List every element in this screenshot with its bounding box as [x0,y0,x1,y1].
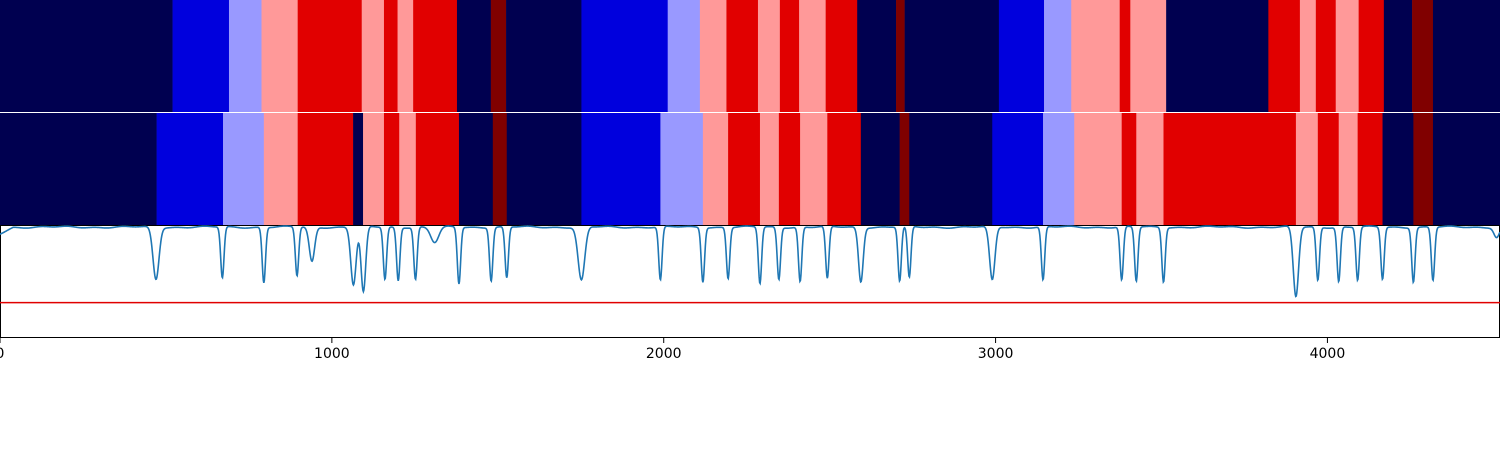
heatmap-segment [1357,113,1383,225]
heatmap-segment [992,113,1044,225]
line-panel [0,225,1500,338]
heatmap-segment [581,0,668,112]
heatmap-segment [904,0,1000,112]
heatmap-segment [223,113,265,225]
heatmap-segment [909,113,993,225]
heatmap-segment [490,0,507,112]
heatmap-segment [1163,113,1297,225]
heatmap-segment [757,0,781,112]
heatmap-segment [297,113,354,225]
heatmap-segment [825,0,858,112]
heatmap-segment [1315,0,1337,112]
signal-line [0,225,1500,298]
heatmap-segment [1432,113,1500,225]
heatmap-segment [353,113,364,225]
heatmap-segment [397,0,414,112]
heatmap-segment [1074,113,1122,225]
heatmap-segment [261,0,298,112]
heatmap-segment [363,113,385,225]
x-tick-label: 2000 [646,346,682,362]
heatmap-segment [1130,0,1167,112]
heatmap-segment [1412,0,1434,112]
line-panel-frame [0,225,1500,338]
heatmap-segment [228,0,262,112]
heatmap-segment [156,113,224,225]
heatmap-segment [399,113,417,225]
heatmap-segment [800,113,828,225]
heatmap-segment [667,0,701,112]
heatmap-segment [1119,0,1131,112]
heatmap-track-1 [0,0,1500,112]
heatmap-segment [297,0,363,112]
heatmap-segment [1295,113,1319,225]
heatmap-track-2 [0,113,1500,225]
heatmap-segment [699,0,727,112]
heatmap-segment [1382,113,1414,225]
heatmap-segment [799,0,826,112]
heatmap-segment [456,0,492,112]
heatmap-segment [998,0,1045,112]
heatmap-segment [492,113,508,225]
heatmap-segment [660,113,704,225]
heatmap-segment [1299,0,1317,112]
heatmap-segment [361,0,385,112]
heatmap-segment [1358,0,1385,112]
heatmap-segment [1413,113,1434,225]
heatmap-segment [383,113,400,225]
heatmap-segment [1121,113,1137,225]
heatmap-segment [506,113,582,225]
heatmap-segment [1268,0,1301,112]
heatmap-segment [413,0,458,112]
heatmap-segment [0,0,173,112]
heatmap-segment [896,0,905,112]
x-tick-label: 0 [0,346,4,362]
x-tick-label: 1000 [314,346,350,362]
heatmap-segment [1071,0,1120,112]
heatmap-segment [726,0,759,112]
heatmap-segment [728,113,761,225]
heatmap-segment [1432,0,1500,112]
heatmap-segment [506,0,582,112]
heatmap-segment [383,0,398,112]
heatmap-segment [1317,113,1340,225]
heatmap-segment [415,113,460,225]
heatmap-segment [827,113,862,225]
heatmap-segment [860,113,900,225]
heatmap-segment [759,113,780,225]
heatmap-segment [1044,0,1072,112]
heatmap-segment [1043,113,1075,225]
heatmap-segment [779,0,800,112]
heatmap-segment [172,0,230,112]
x-tick-label: 3000 [978,346,1014,362]
heatmap-segment [263,113,298,225]
heatmap-segment [1338,113,1358,225]
heatmap-segment [702,113,729,225]
heatmap-segment [1335,0,1359,112]
heatmap-segment [857,0,897,112]
heatmap-segment [1166,0,1269,112]
heatmap-segment [1383,0,1413,112]
heatmap-segment [778,113,801,225]
x-tick-label: 4000 [1310,346,1346,362]
heatmap-segment [899,113,910,225]
x-axis: 0 1000 2000 3000 4000 [0,338,1345,362]
heatmap-segment [0,113,157,225]
heatmap-segment [458,113,494,225]
heatmap-segment [581,113,661,225]
heatmap-segment [1136,113,1164,225]
